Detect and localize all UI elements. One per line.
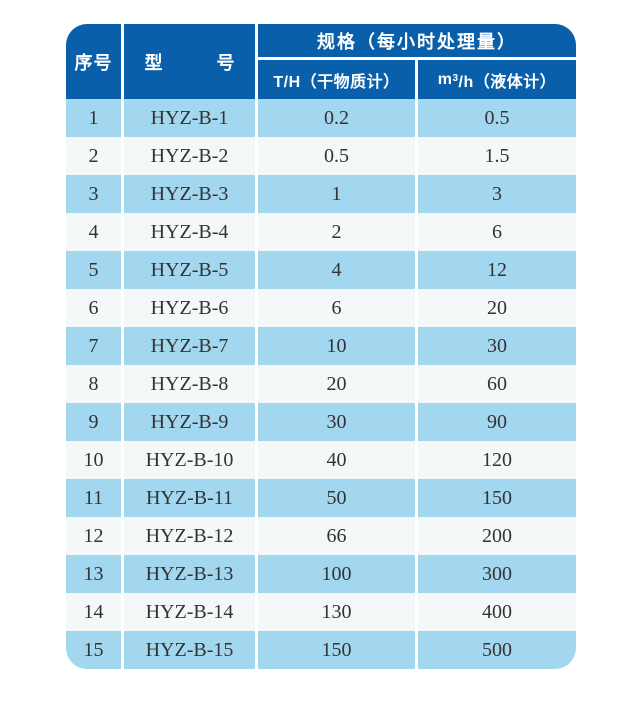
table-row: 10 HYZ-B-10 40 120 xyxy=(66,441,576,479)
cell-m3h: 0.5 xyxy=(418,99,576,137)
cell-serial: 9 xyxy=(66,403,121,441)
cell-th: 20 xyxy=(258,365,415,403)
table-row: 13 HYZ-B-13 100 300 xyxy=(66,555,576,593)
cell-model: HYZ-B-2 xyxy=(124,137,255,175)
cell-model: HYZ-B-6 xyxy=(124,289,255,327)
cell-th: 0.2 xyxy=(258,99,415,137)
cell-th: 50 xyxy=(258,479,415,517)
cell-m3h: 12 xyxy=(418,251,576,289)
cell-m3h: 400 xyxy=(418,593,576,631)
cell-m3h: 120 xyxy=(418,441,576,479)
cell-serial: 14 xyxy=(66,593,121,631)
cell-model: HYZ-B-9 xyxy=(124,403,255,441)
table-row: 5 HYZ-B-5 4 12 xyxy=(66,251,576,289)
cell-model: HYZ-B-13 xyxy=(124,555,255,593)
header-model: 型 号 xyxy=(124,24,255,99)
header-m3h-liquid: m 3/h（液体计） xyxy=(418,60,576,99)
table-row: 4 HYZ-B-4 2 6 xyxy=(66,213,576,251)
cell-model: HYZ-B-5 xyxy=(124,251,255,289)
spec-table: 序号 型 号 规格（每小时处理量） T/H（干物质计） m 3/h（液体计） 1 … xyxy=(66,24,576,669)
header-th-dry-matter: T/H（干物质计） xyxy=(258,60,415,99)
cell-th: 100 xyxy=(258,555,415,593)
cell-m3h: 3 xyxy=(418,175,576,213)
cell-model: HYZ-B-4 xyxy=(124,213,255,251)
table-row: 1 HYZ-B-1 0.2 0.5 xyxy=(66,99,576,137)
cell-model: HYZ-B-15 xyxy=(124,631,255,669)
cell-m3h: 90 xyxy=(418,403,576,441)
cell-m3h: 30 xyxy=(418,327,576,365)
table-row: 6 HYZ-B-6 6 20 xyxy=(66,289,576,327)
cell-serial: 3 xyxy=(66,175,121,213)
cell-th: 40 xyxy=(258,441,415,479)
cell-th: 30 xyxy=(258,403,415,441)
table-row: 12 HYZ-B-12 66 200 xyxy=(66,517,576,555)
cell-model: HYZ-B-10 xyxy=(124,441,255,479)
cell-m3h: 150 xyxy=(418,479,576,517)
cell-serial: 13 xyxy=(66,555,121,593)
cell-serial: 12 xyxy=(66,517,121,555)
cell-model: HYZ-B-11 xyxy=(124,479,255,517)
m3h-prefix: m xyxy=(437,70,453,88)
cell-serial: 4 xyxy=(66,213,121,251)
cell-m3h: 6 xyxy=(418,213,576,251)
header-serial-number: 序号 xyxy=(66,24,121,99)
table-row: 15 HYZ-B-15 150 500 xyxy=(66,631,576,669)
cell-th: 2 xyxy=(258,213,415,251)
cell-m3h: 300 xyxy=(418,555,576,593)
cell-model: HYZ-B-7 xyxy=(124,327,255,365)
cell-serial: 10 xyxy=(66,441,121,479)
cell-serial: 2 xyxy=(66,137,121,175)
cell-m3h: 500 xyxy=(418,631,576,669)
cell-th: 4 xyxy=(258,251,415,289)
table-row: 2 HYZ-B-2 0.5 1.5 xyxy=(66,137,576,175)
table-row: 7 HYZ-B-7 10 30 xyxy=(66,327,576,365)
table-row: 14 HYZ-B-14 130 400 xyxy=(66,593,576,631)
cell-model: HYZ-B-1 xyxy=(124,99,255,137)
cell-serial: 5 xyxy=(66,251,121,289)
table-row: 8 HYZ-B-8 20 60 xyxy=(66,365,576,403)
table-row: 11 HYZ-B-11 50 150 xyxy=(66,479,576,517)
cell-th: 6 xyxy=(258,289,415,327)
cell-th: 10 xyxy=(258,327,415,365)
cell-th: 150 xyxy=(258,631,415,669)
table-row: 3 HYZ-B-3 1 3 xyxy=(66,175,576,213)
header-spec-title: 规格（每小时处理量） xyxy=(258,24,576,57)
header-spec-subrow: T/H（干物质计） m 3/h（液体计） xyxy=(258,60,576,99)
table-header: 序号 型 号 规格（每小时处理量） T/H（干物质计） m 3/h（液体计） xyxy=(66,24,576,99)
cell-m3h: 20 xyxy=(418,289,576,327)
cell-th: 130 xyxy=(258,593,415,631)
cell-m3h: 1.5 xyxy=(418,137,576,175)
header-spec-group: 规格（每小时处理量） T/H（干物质计） m 3/h（液体计） xyxy=(258,24,576,99)
cell-serial: 7 xyxy=(66,327,121,365)
cell-th: 66 xyxy=(258,517,415,555)
cell-m3h: 60 xyxy=(418,365,576,403)
cell-th: 0.5 xyxy=(258,137,415,175)
cell-model: HYZ-B-3 xyxy=(124,175,255,213)
cell-serial: 6 xyxy=(66,289,121,327)
table-row: 9 HYZ-B-9 30 90 xyxy=(66,403,576,441)
cell-m3h: 200 xyxy=(418,517,576,555)
cell-serial: 11 xyxy=(66,479,121,517)
cell-model: HYZ-B-14 xyxy=(124,593,255,631)
cell-th: 1 xyxy=(258,175,415,213)
cell-serial: 8 xyxy=(66,365,121,403)
cell-serial: 15 xyxy=(66,631,121,669)
cell-model: HYZ-B-8 xyxy=(124,365,255,403)
m3h-suffix: /h（液体计） xyxy=(458,73,557,91)
cell-serial: 1 xyxy=(66,99,121,137)
cell-model: HYZ-B-12 xyxy=(124,517,255,555)
